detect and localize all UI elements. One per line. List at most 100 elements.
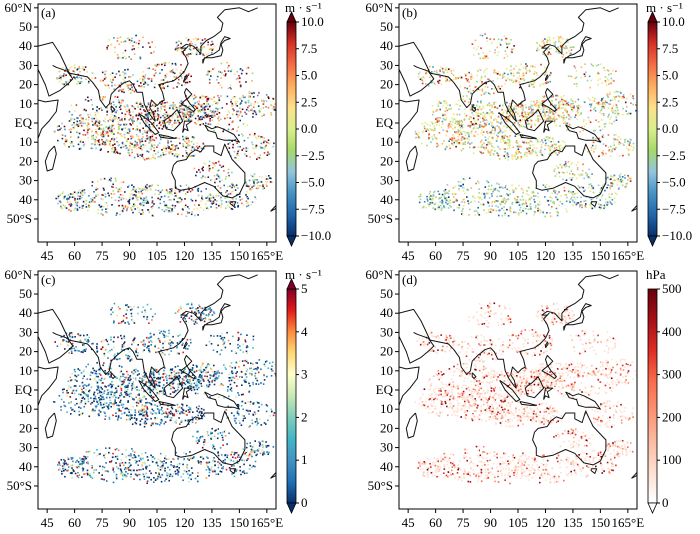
data-cell	[436, 145, 438, 148]
data-cell	[209, 120, 211, 122]
data-cell	[521, 195, 524, 198]
data-cell	[430, 141, 432, 143]
data-cell	[253, 182, 255, 184]
data-cell	[197, 214, 199, 216]
data-cell	[550, 140, 552, 143]
data-cell	[448, 124, 451, 126]
data-cell	[208, 78, 211, 81]
data-cell	[627, 174, 629, 177]
data-cell	[454, 126, 456, 129]
data-cell	[473, 47, 475, 49]
data-cell	[166, 192, 169, 194]
data-cell	[121, 209, 124, 212]
data-cell	[621, 176, 624, 178]
data-cell	[150, 80, 153, 82]
data-cell	[441, 200, 444, 203]
data-cell	[199, 96, 201, 99]
data-cell	[126, 110, 128, 113]
data-cell	[515, 81, 517, 83]
data-cell	[619, 179, 622, 181]
data-cell	[213, 45, 216, 48]
data-cell	[627, 148, 629, 151]
data-cell	[205, 100, 208, 103]
data-cell	[608, 73, 610, 76]
data-cell	[536, 154, 538, 157]
data-cell	[131, 48, 134, 51]
data-cell	[252, 112, 254, 115]
data-cell	[497, 38, 500, 41]
data-cell	[122, 206, 125, 208]
data-cell	[481, 129, 483, 132]
data-cell	[124, 386, 127, 389]
data-cell	[206, 200, 209, 202]
data-cell	[102, 127, 105, 130]
data-cell	[480, 94, 483, 96]
data-cell	[58, 77, 61, 79]
data-cell	[139, 101, 142, 104]
data-cell	[144, 199, 146, 202]
data-cell	[508, 189, 511, 192]
data-cell	[501, 85, 503, 88]
data-cell	[601, 128, 604, 131]
data-cell	[577, 161, 579, 163]
data-cell	[471, 142, 473, 144]
data-cell	[136, 199, 139, 201]
data-cell	[569, 124, 572, 126]
data-cell	[226, 114, 229, 116]
data-cell	[238, 114, 240, 116]
data-cell	[118, 204, 120, 207]
data-cell	[590, 198, 593, 201]
data-cell	[114, 111, 117, 113]
data-cell	[525, 201, 527, 204]
data-cell	[555, 190, 557, 192]
data-cell	[197, 119, 199, 122]
data-cell	[57, 129, 59, 131]
data-cell	[119, 119, 121, 121]
data-cell	[202, 53, 204, 56]
data-cell	[227, 110, 230, 112]
data-cell	[474, 214, 476, 216]
data-cell	[532, 111, 534, 114]
data-cell	[63, 142, 66, 145]
data-cell	[86, 126, 89, 128]
data-cell	[199, 151, 201, 154]
data-cell	[455, 77, 457, 80]
data-cell	[107, 391, 109, 394]
data-cell	[524, 153, 526, 156]
data-cell	[150, 78, 153, 80]
data-cell	[74, 124, 77, 126]
data-cell	[173, 76, 175, 78]
data-cell	[538, 101, 540, 103]
data-cell	[545, 136, 548, 138]
data-cell	[212, 109, 214, 112]
data-cell	[209, 200, 212, 202]
data-cell	[122, 207, 125, 210]
data-cell	[433, 129, 435, 132]
data-cell	[483, 71, 485, 73]
data-cell	[218, 205, 220, 207]
lat-label: 20	[380, 153, 393, 168]
data-cell	[76, 204, 79, 207]
data-cell	[615, 90, 618, 93]
data-cell	[140, 197, 142, 200]
data-cell	[478, 107, 481, 110]
data-cell	[274, 103, 276, 105]
data-cell	[80, 77, 83, 80]
data-cell	[525, 66, 527, 68]
data-cell	[106, 211, 108, 214]
data-cell	[168, 199, 171, 201]
data-cell	[165, 115, 167, 118]
data-cell	[501, 135, 503, 138]
data-cell	[65, 82, 68, 85]
data-cell	[573, 83, 576, 85]
data-cell	[453, 141, 456, 144]
data-cell	[119, 394, 121, 397]
data-cell	[434, 202, 437, 204]
data-cell	[592, 96, 594, 99]
data-cell	[246, 183, 248, 186]
data-cell	[434, 209, 436, 211]
data-cell	[430, 195, 432, 197]
data-cell	[82, 391, 85, 393]
data-cell	[463, 117, 466, 120]
data-cell	[491, 42, 493, 44]
